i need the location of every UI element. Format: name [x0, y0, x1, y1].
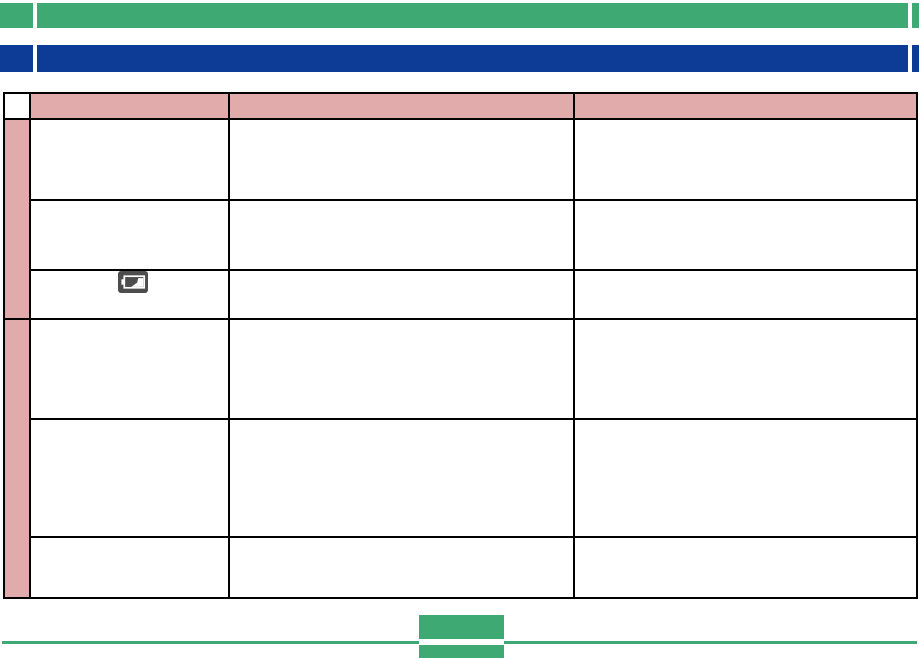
table-cell — [573, 269, 918, 320]
table-header-cell-2 — [228, 92, 575, 120]
page-number-box — [419, 615, 504, 639]
table-cell — [228, 118, 575, 201]
table-cell — [29, 318, 230, 420]
table-header-cell-1 — [29, 92, 230, 120]
footer-rule-right — [504, 641, 917, 644]
table-cell — [29, 199, 230, 271]
table-cell — [29, 536, 230, 599]
side-band-group-1 — [3, 118, 31, 320]
table-cell — [228, 318, 575, 420]
table-cell — [573, 418, 918, 538]
side-band-group-2 — [3, 318, 31, 599]
content-table-wrapper — [3, 92, 918, 599]
table-cell — [228, 418, 575, 538]
table-cell — [573, 199, 918, 271]
table-cell — [573, 536, 918, 599]
table-cell — [228, 536, 575, 599]
table-cell — [29, 269, 230, 320]
content-table — [3, 92, 918, 599]
table-cell — [29, 118, 230, 201]
table-header-cell-3 — [573, 92, 918, 120]
table-cell — [228, 199, 575, 271]
table-cell — [228, 269, 575, 320]
table-corner-cell — [3, 92, 31, 120]
top-accent-bar — [0, 3, 919, 28]
table-cell — [573, 118, 918, 201]
page-number-box-lower — [419, 645, 504, 658]
footer-rule-left — [2, 641, 419, 644]
battery-icon — [117, 271, 148, 293]
table-cell — [573, 318, 918, 420]
table-cell — [29, 418, 230, 538]
section-title-bar — [0, 45, 919, 72]
